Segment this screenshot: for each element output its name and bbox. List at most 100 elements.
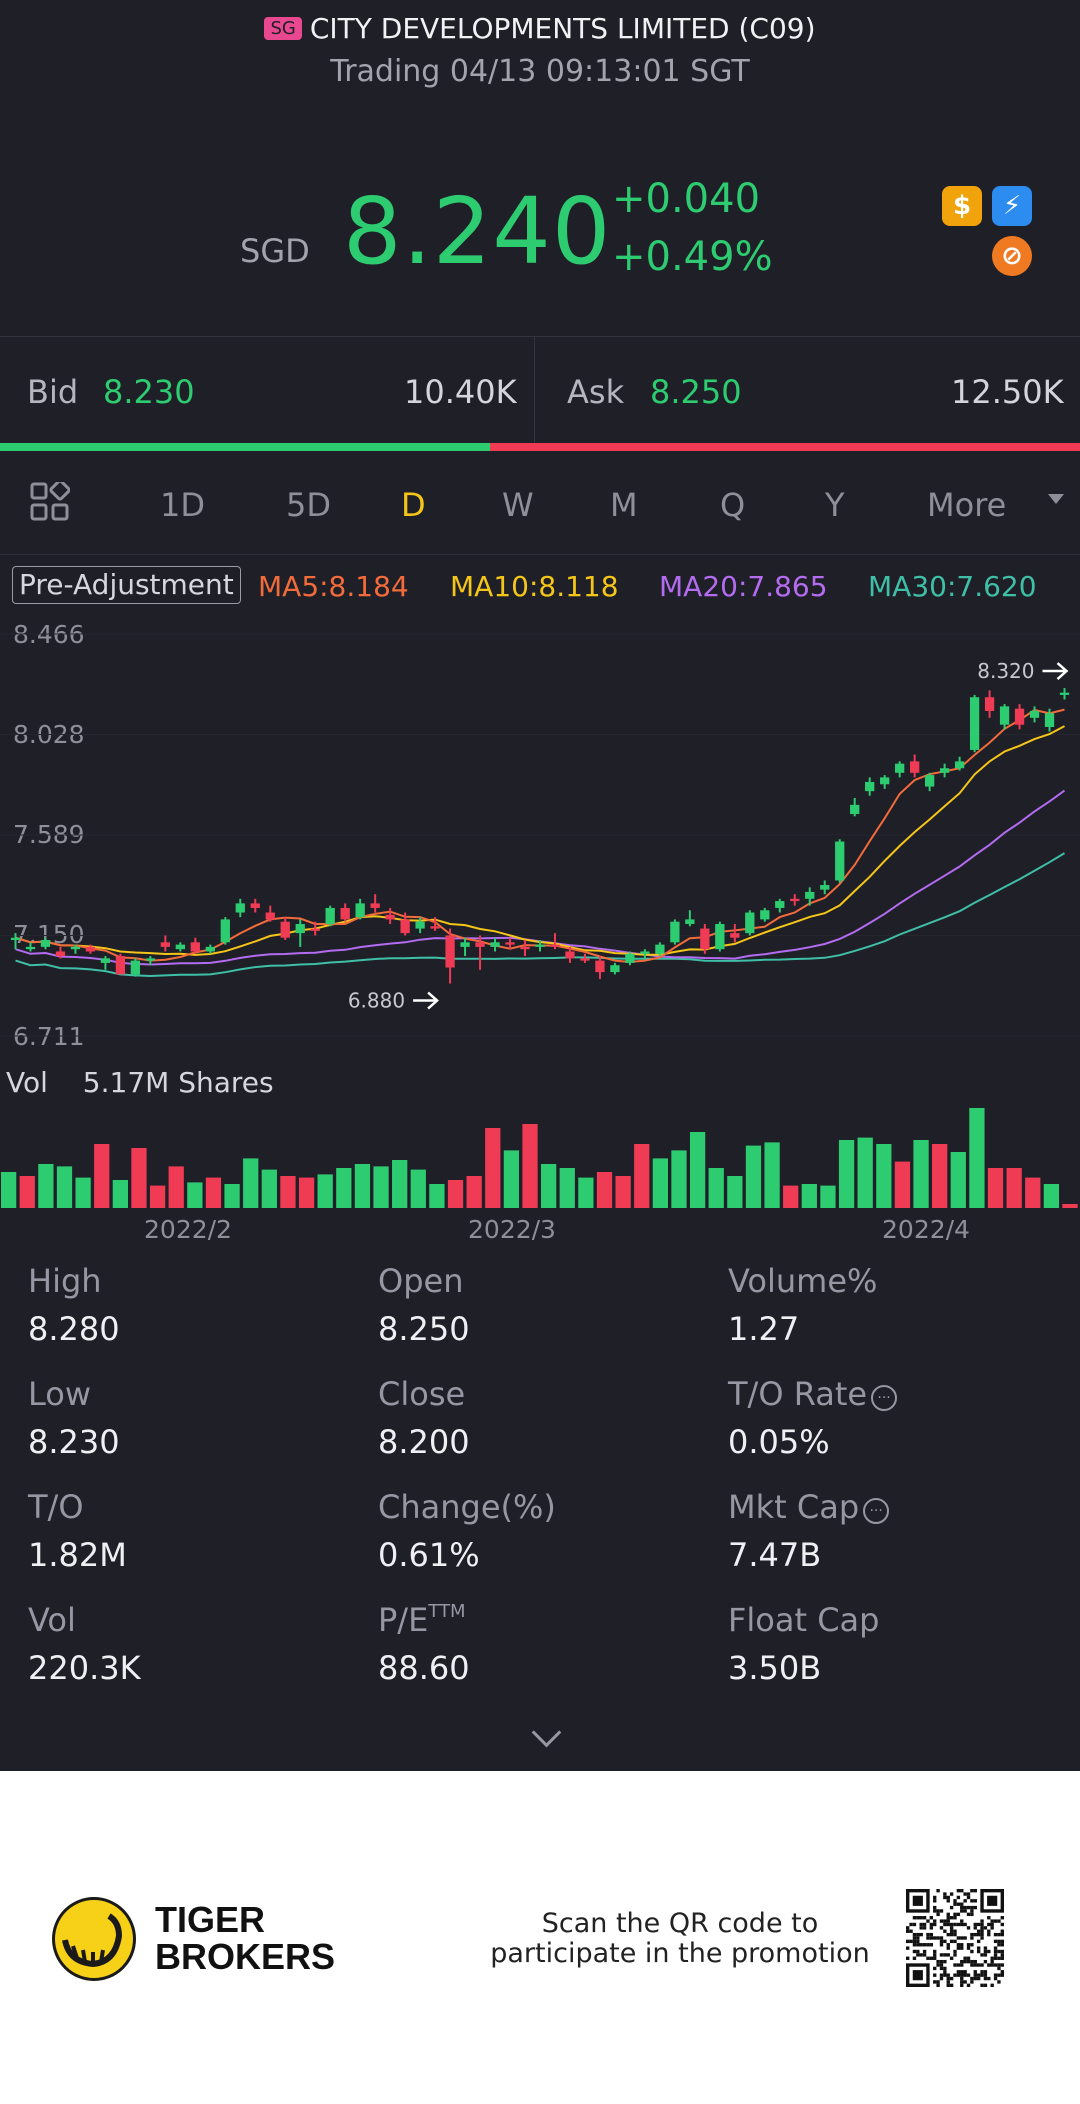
- volume-bar: [522, 1124, 538, 1208]
- volume-bar: [783, 1185, 799, 1208]
- tab-quarter[interactable]: Q: [720, 486, 746, 524]
- volume-bar: [894, 1161, 911, 1208]
- more-dropdown-icon[interactable]: [1048, 494, 1064, 504]
- candle-body: [610, 965, 620, 973]
- candle-body: [250, 903, 260, 908]
- volume-bar: [112, 1180, 128, 1208]
- volume-bar: [596, 1172, 613, 1208]
- candle-body: [115, 956, 126, 975]
- candle-body: [355, 903, 365, 918]
- volume-bar: [373, 1166, 389, 1208]
- tab-more[interactable]: More: [927, 486, 1007, 524]
- candle-body: [969, 697, 980, 750]
- candle-body: [40, 940, 51, 947]
- volume-bar: [205, 1177, 222, 1208]
- brand-name-line1: TIGER: [155, 1899, 266, 1940]
- ma30-line: [15, 852, 1066, 978]
- candle-body: [760, 910, 770, 920]
- dollar-icon[interactable]: $: [942, 186, 982, 226]
- candle-body: [475, 942, 485, 947]
- candle-body: [745, 912, 755, 934]
- bid-ask-panel: Bid 8.230 10.40K Ask 8.250 12.50K: [0, 336, 1080, 451]
- stat-high: High 8.280: [28, 1262, 120, 1348]
- candle-body: [325, 907, 335, 924]
- ma5-line: [15, 708, 1065, 964]
- volume-bar: [261, 1169, 277, 1208]
- volume-bar: [764, 1142, 780, 1208]
- candle-body: [460, 942, 470, 947]
- volume-bar: [578, 1177, 594, 1208]
- tab-week[interactable]: W: [502, 486, 534, 524]
- tiger-logo-icon: [52, 1897, 136, 1981]
- candle-body: [939, 768, 950, 773]
- candle-body: [310, 928, 320, 931]
- tab-1d[interactable]: 1D: [160, 486, 205, 524]
- candle-body: [1029, 710, 1040, 718]
- volume-bar: [671, 1150, 687, 1208]
- stat-volume: Vol 220.3K: [28, 1601, 141, 1687]
- fund-icon[interactable]: ⊘: [992, 236, 1032, 276]
- tab-day[interactable]: D: [401, 486, 426, 524]
- stat-pe: P/ETTM 88.60: [378, 1601, 470, 1687]
- volume-bar: [336, 1168, 352, 1208]
- volume-bar: [801, 1184, 817, 1208]
- stat-turnover-rate: T/O Rate ··· 0.05%: [728, 1375, 898, 1461]
- ask-size: 12.50K: [951, 373, 1064, 411]
- stat-label: High: [28, 1262, 102, 1300]
- price-change-percent: +0.49%: [612, 234, 773, 280]
- stat-value: 8.200: [378, 1423, 470, 1461]
- volume-bar: [94, 1144, 110, 1208]
- high-marker-label: 8.320: [977, 659, 1034, 683]
- volume-bar: [354, 1164, 371, 1208]
- candle-body: [340, 907, 350, 920]
- candle-body: [130, 960, 141, 975]
- candle-body: [1014, 708, 1025, 725]
- ma10-label: MA10:8.118: [450, 570, 619, 603]
- stat-value: 88.60: [378, 1649, 470, 1687]
- candle-body: [775, 901, 785, 908]
- stat-value: 8.280: [28, 1310, 120, 1348]
- volume-bar: [466, 1176, 482, 1208]
- stat-label: Mkt Cap: [728, 1488, 860, 1526]
- candle-body: [580, 958, 590, 961]
- layout-grid-icon[interactable]: [30, 482, 70, 522]
- info-icon[interactable]: ···: [871, 1385, 898, 1411]
- period-tabs: 1D 5D D W M Q Y More: [0, 454, 1080, 555]
- tab-month[interactable]: M: [610, 486, 638, 524]
- candle-body: [640, 951, 650, 954]
- volume-bar: [820, 1185, 836, 1208]
- candle-body: [850, 804, 860, 815]
- trading-status: Trading 04/13 09:13:01 SGT: [330, 54, 750, 89]
- volume-bar: [857, 1137, 873, 1208]
- flash-icon[interactable]: ⚡: [992, 186, 1032, 226]
- candle-body: [655, 944, 665, 954]
- ask-ratio-bar: [490, 443, 1080, 451]
- stat-value: 1.82M: [28, 1536, 127, 1574]
- stock-detail-screen: SG CITY DEVELOPMENTS LIMITED (C09) Tradin…: [0, 0, 1080, 1771]
- candle-body: [1059, 692, 1070, 695]
- expand-chevron-icon[interactable]: [531, 1717, 562, 1748]
- candle-body: [385, 914, 395, 920]
- stat-label: Change(%): [378, 1488, 556, 1526]
- tab-year[interactable]: Y: [825, 486, 845, 524]
- stat-value: 3.50B: [728, 1649, 822, 1687]
- price-change: +0.040: [612, 176, 761, 222]
- candle-body: [145, 958, 156, 961]
- volume-bar: [708, 1168, 724, 1208]
- ma5-label: MA5:8.184: [258, 570, 409, 603]
- quote-panel: SGD 8.240 +0.040 +0.49% $ ⚡ ⊘: [0, 170, 1080, 285]
- info-icon[interactable]: ···: [863, 1498, 890, 1524]
- candle-body: [670, 921, 680, 943]
- brand-name-line2: BROKERS: [155, 1936, 336, 1977]
- candle-body: [175, 944, 185, 950]
- qr-code[interactable]: [906, 1889, 1004, 1987]
- pre-adjustment-toggle[interactable]: Pre-Adjustment: [12, 566, 241, 604]
- volume-label: Vol: [6, 1066, 48, 1099]
- volume-bar: [1006, 1168, 1022, 1208]
- last-price: 8.240: [343, 178, 612, 285]
- tab-5d[interactable]: 5D: [286, 486, 331, 524]
- volume-bar: [485, 1128, 501, 1208]
- candle-body: [550, 944, 560, 947]
- volume-bar: [447, 1180, 464, 1208]
- candlestick-chart[interactable]: 8.320 6.880 2022/2 2022/3 2022/4: [0, 0, 1080, 1240]
